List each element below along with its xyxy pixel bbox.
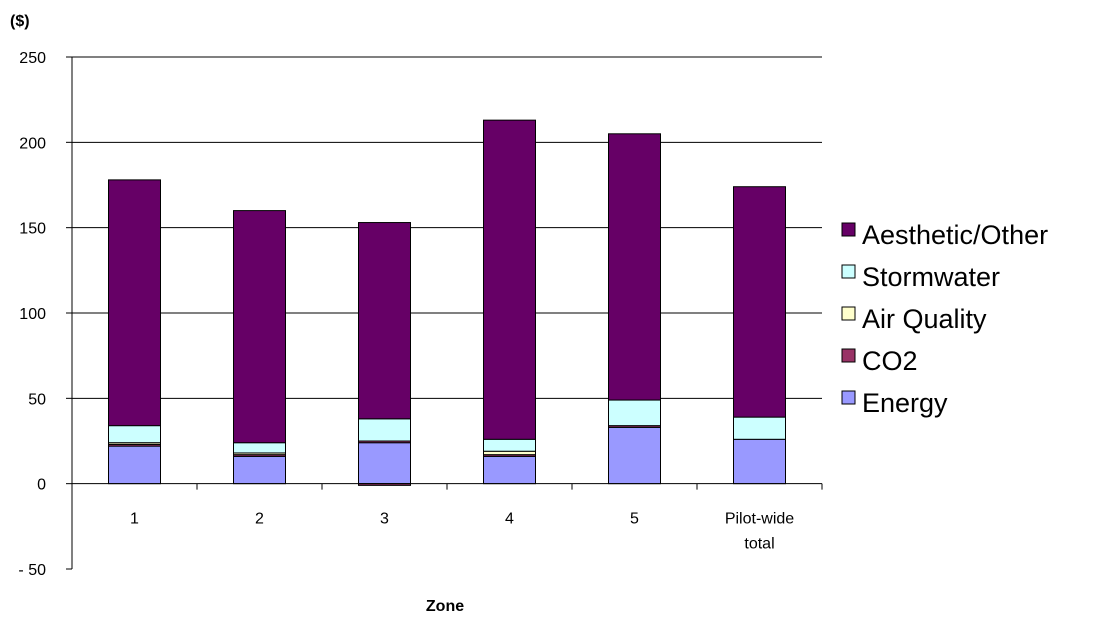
x-tick-label: Pilot-wide total <box>725 511 794 553</box>
bar-segment <box>108 179 161 427</box>
x-tick-label: 2 <box>255 511 264 528</box>
legend-label: Aesthetic/Other <box>862 220 1048 250</box>
legend-label: Energy <box>862 388 948 418</box>
legend-label: Stormwater <box>862 262 1000 292</box>
y-tick-label: 150 <box>19 221 46 238</box>
x-tick-label: 5 <box>630 511 639 528</box>
bar-segment <box>483 119 536 440</box>
bar-segment <box>358 222 411 420</box>
bar-segment <box>233 455 286 485</box>
bar-segment <box>233 210 286 444</box>
y-tick-label: - 50 <box>18 562 46 579</box>
legend-label: CO2 <box>862 346 918 376</box>
bar-segment <box>608 133 661 401</box>
x-tick-label: 1 <box>130 511 139 528</box>
x-axis-title: Zone <box>426 598 464 615</box>
y-axis-title: ($) <box>10 13 30 30</box>
legend-swatch <box>841 306 856 321</box>
gridlines <box>72 56 822 399</box>
bar-segment <box>608 426 661 485</box>
legend-swatch <box>841 222 856 237</box>
bar-segment <box>733 416 786 440</box>
bar-segment <box>108 445 161 485</box>
bar-segment <box>108 425 161 444</box>
legend-swatch <box>841 348 856 363</box>
bar-segment <box>358 442 411 485</box>
bar-segment <box>733 186 786 418</box>
y-tick-label: 250 <box>19 50 46 67</box>
axes: - 50 0 50 100 150 200 250 1 2 3 4 5 Pilot-wide total <box>18 50 823 579</box>
x-tick-label: 4 <box>505 511 514 528</box>
legend-label: Air Quality <box>862 304 987 334</box>
legend: Aesthetic/Other Stormwater Air Quality CO2 E… <box>841 220 1048 418</box>
bar-segment <box>358 418 411 442</box>
bar-segment <box>483 455 536 485</box>
bar-segment <box>483 438 536 452</box>
bar-segment <box>608 399 661 427</box>
y-tick-label: 0 <box>37 477 46 494</box>
bars <box>108 119 786 486</box>
legend-swatch <box>841 390 856 405</box>
x-tick-label: 3 <box>380 511 389 528</box>
bar-segment <box>483 450 536 456</box>
y-tick-label: 200 <box>19 135 46 152</box>
bar-segment <box>233 442 286 454</box>
legend-swatch <box>841 264 856 279</box>
y-tick-label: 50 <box>28 391 46 408</box>
bar-segment <box>733 438 786 485</box>
y-tick-label: 100 <box>19 306 46 323</box>
